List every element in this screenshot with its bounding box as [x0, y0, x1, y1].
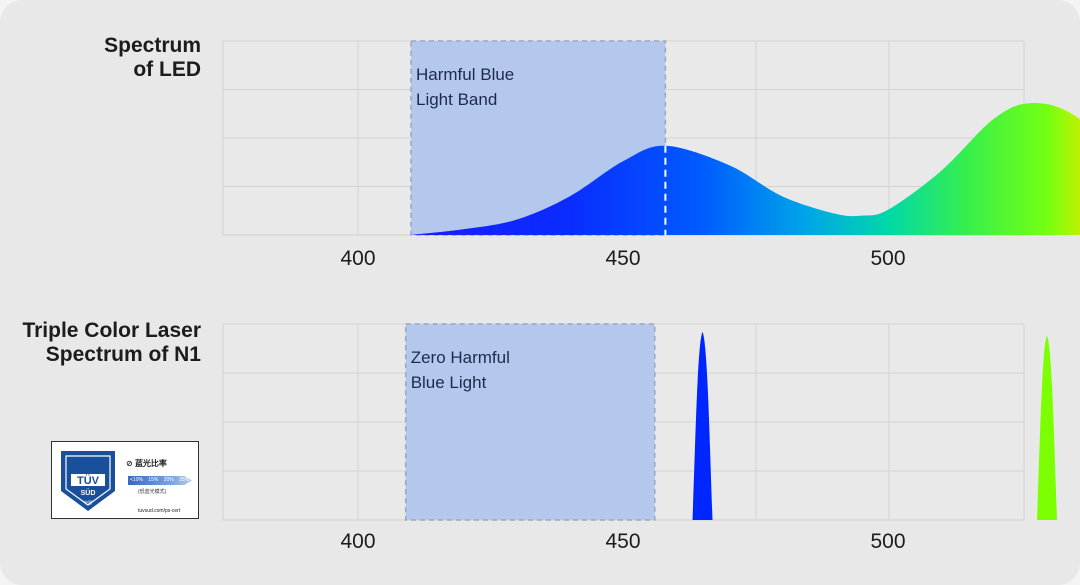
laser-title-line: Spectrum of N1 [45, 343, 201, 366]
x-tick-label: 400 [340, 247, 375, 270]
tuv-sub-text: SÜD [81, 488, 96, 497]
badge-cert-text: 蓝光比率 [134, 459, 167, 468]
x-tick-label: 500 [870, 530, 905, 553]
band-label: Harmful Blue [416, 65, 514, 84]
x-tick-label: 450 [605, 530, 640, 553]
tuv-brand-text: TÜV [77, 474, 100, 487]
tuv-certification-badge: TÜV SÜD 中国 ⊘ 蓝光比率 <10% 15% 20% 25% (低蓝光模… [51, 441, 199, 519]
tuv-country-text: 中国 [84, 499, 92, 505]
badge-url-text: tuvsud.com/ps-cert [138, 508, 181, 514]
blue-light-band [404, 323, 656, 521]
laser-peak [692, 331, 713, 520]
badge-cert-title: ⊘ 蓝光比率 [126, 458, 167, 469]
band-label: Zero Harmful [411, 348, 510, 367]
led-title-line: Spectrum [104, 34, 201, 57]
led-title-line: of LED [133, 58, 201, 81]
tuv-shield-icon: TÜV SÜD 中国 [61, 451, 115, 511]
blue-light-scale-bar [128, 476, 192, 485]
x-tick-label: 450 [605, 247, 640, 270]
laser-peak [1037, 335, 1057, 520]
laser-title-line: Triple Color Laser [22, 319, 201, 342]
badge-mode-text: (低蓝光模式) [138, 489, 167, 495]
laser-title: Triple Color Laser Spectrum of N1 [22, 319, 201, 367]
x-tick-label: 400 [340, 530, 375, 553]
led-title: Spectrum of LED [104, 34, 201, 82]
band-label: Light Band [416, 90, 497, 109]
band-label: Blue Light [411, 373, 487, 392]
x-tick-label: 500 [870, 247, 905, 270]
led-spectrum-area [411, 102, 1080, 235]
check-circle-icon: ⊘ [126, 459, 133, 468]
blue-light-scale-text: <10% 15% 20% 25% [130, 477, 190, 483]
